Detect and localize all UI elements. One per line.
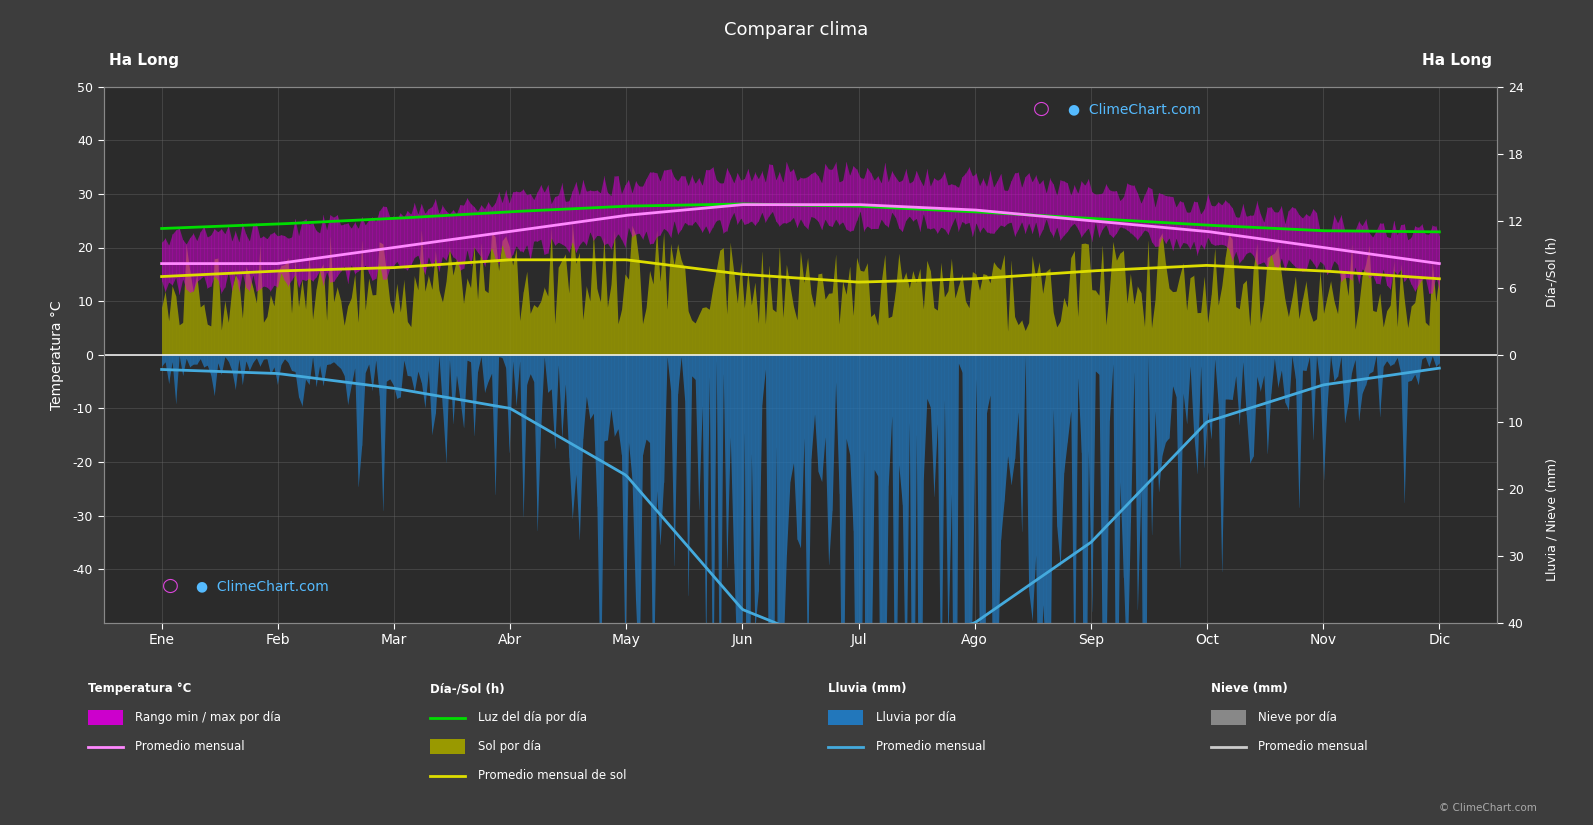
Text: Lluvia por día: Lluvia por día — [876, 711, 956, 724]
Text: © ClimeChart.com: © ClimeChart.com — [1440, 803, 1537, 813]
Text: Ha Long: Ha Long — [1421, 53, 1491, 68]
Text: ○: ○ — [161, 576, 178, 595]
Text: ○: ○ — [1032, 98, 1050, 117]
Text: Nieve (mm): Nieve (mm) — [1211, 682, 1287, 695]
Text: Promedio mensual: Promedio mensual — [1258, 740, 1368, 753]
Text: Promedio mensual de sol: Promedio mensual de sol — [478, 769, 626, 782]
Text: Nieve por día: Nieve por día — [1258, 711, 1338, 724]
Text: Promedio mensual: Promedio mensual — [876, 740, 986, 753]
Text: Temperatura °C: Temperatura °C — [88, 682, 191, 695]
Text: Ha Long: Ha Long — [110, 53, 180, 68]
Y-axis label: Temperatura °C: Temperatura °C — [51, 300, 64, 409]
Text: Rango min / max por día: Rango min / max por día — [135, 711, 282, 724]
Text: Lluvia (mm): Lluvia (mm) — [828, 682, 906, 695]
Text: Lluvia / Nieve (mm): Lluvia / Nieve (mm) — [1545, 458, 1558, 582]
Text: Sol por día: Sol por día — [478, 740, 542, 753]
Text: ●  ClimeChart.com: ● ClimeChart.com — [1067, 102, 1201, 116]
Text: Comparar clima: Comparar clima — [725, 21, 868, 39]
Text: Día-/Sol (h): Día-/Sol (h) — [430, 682, 505, 695]
Text: Día-/Sol (h): Día-/Sol (h) — [1545, 237, 1558, 308]
Text: Luz del día por día: Luz del día por día — [478, 711, 586, 724]
Text: ●  ClimeChart.com: ● ClimeChart.com — [196, 580, 330, 594]
Text: Promedio mensual: Promedio mensual — [135, 740, 245, 753]
